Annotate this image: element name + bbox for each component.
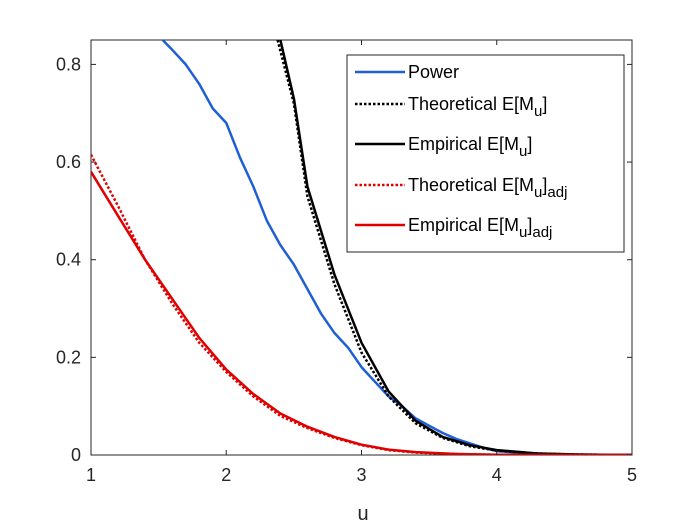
legend-label: Power — [408, 62, 459, 82]
y-axis: 0 0.2 0.4 0.6 0.8 — [56, 54, 632, 465]
y-tick-label: 0.4 — [56, 250, 81, 270]
y-tick-label: 0.2 — [56, 347, 81, 367]
series-line-4 — [91, 171, 632, 455]
x-axis: 1 2 3 4 5 — [86, 40, 637, 485]
y-tick-label: 0 — [71, 445, 81, 465]
legend: Power Theoretical E[Mu] Empirical E[Mu] The… — [346, 54, 625, 253]
x-tick-label: 3 — [356, 465, 366, 485]
legend-label: Empirical E[Mu]adj — [408, 215, 552, 241]
x-tick-label: 1 — [86, 465, 96, 485]
plot-area — [90, 39, 633, 456]
legend-label: Theoretical E[Mu] — [408, 94, 547, 120]
series-line-2 — [279, 40, 632, 455]
x-axis-label: u — [357, 503, 368, 525]
legend-label: Empirical E[Mu] — [408, 134, 532, 160]
x-tick-label: 4 — [492, 465, 502, 485]
y-tick-label: 0.6 — [56, 152, 81, 172]
y-tick-label: 0.8 — [56, 54, 81, 74]
legend-label: Theoretical E[Mu]adj — [408, 175, 567, 201]
x-tick-label: 2 — [221, 465, 231, 485]
x-tick-label: 5 — [627, 465, 637, 485]
legend-box — [346, 54, 625, 253]
